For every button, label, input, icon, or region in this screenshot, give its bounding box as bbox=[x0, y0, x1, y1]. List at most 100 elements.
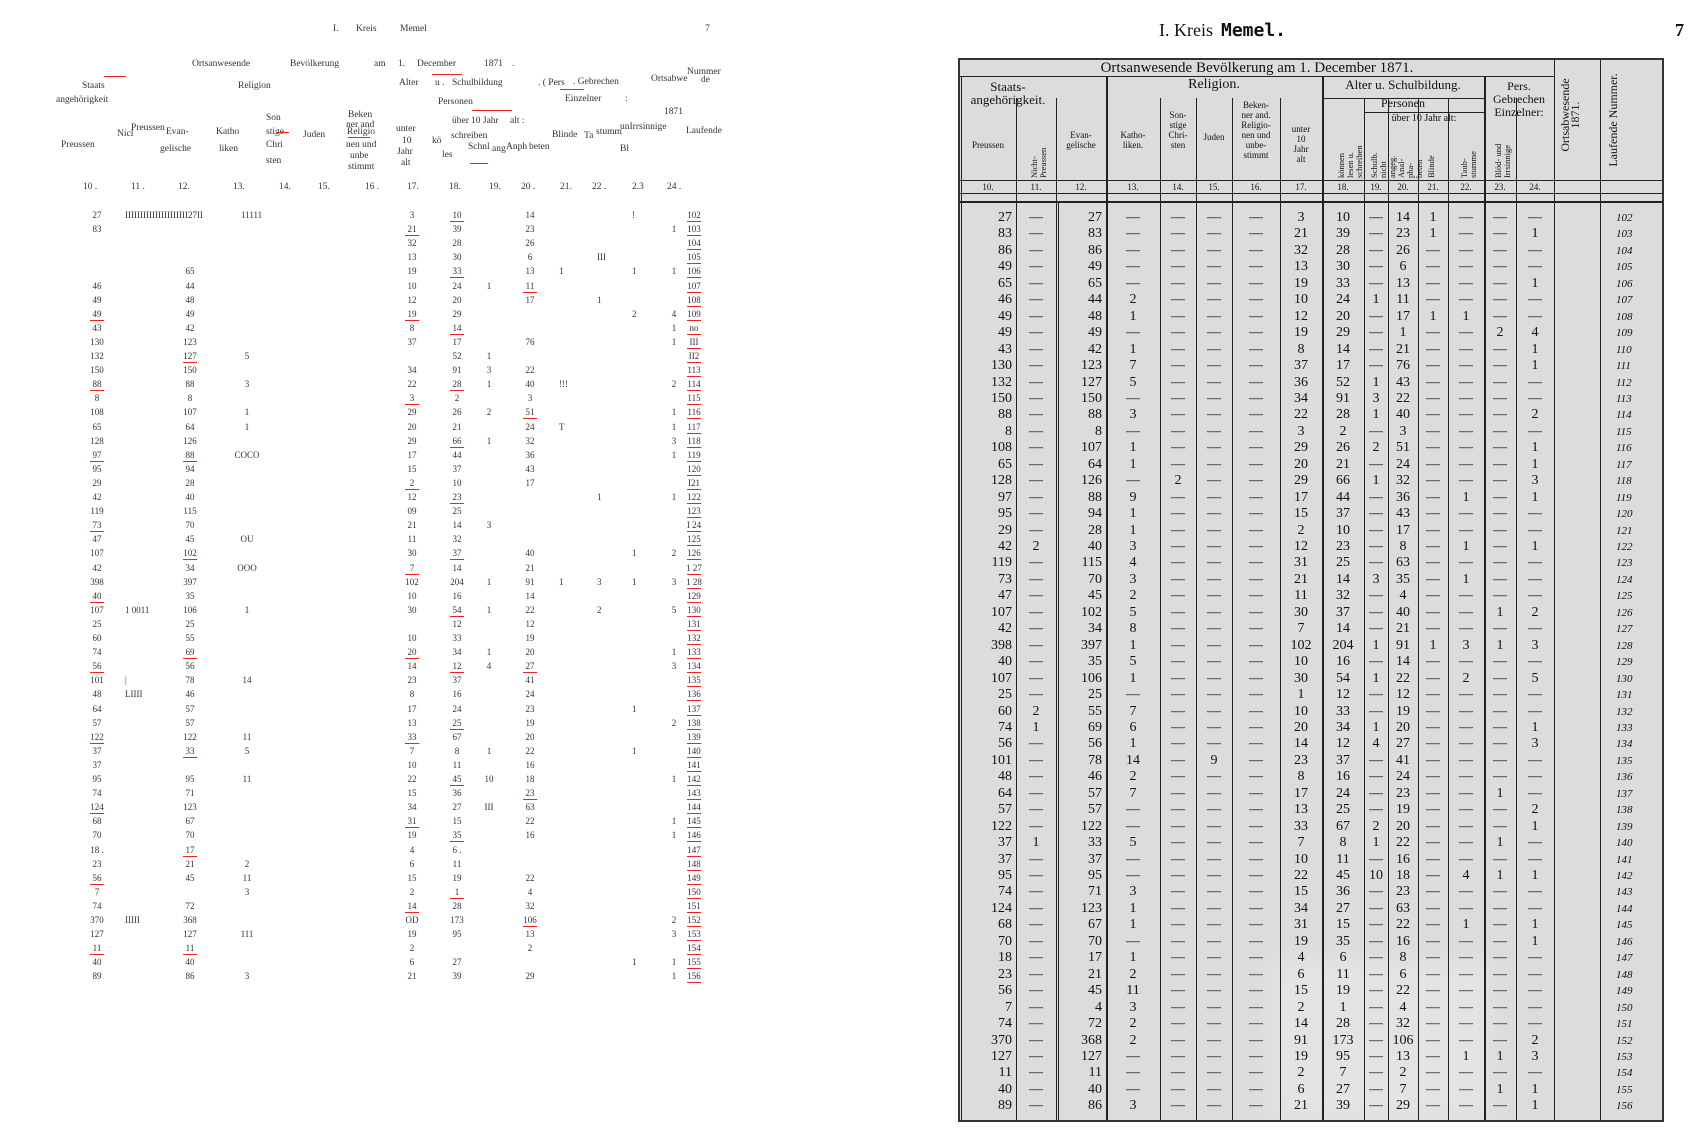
scan-cell: — bbox=[1459, 736, 1473, 752]
ocr-cell: 14 bbox=[525, 210, 535, 220]
scan-cell: 45 bbox=[1088, 588, 1102, 604]
scan-cell: 4 bbox=[1372, 736, 1380, 752]
ocr-cell: 31 bbox=[407, 816, 417, 827]
ocr-cell: 24 bbox=[525, 689, 535, 700]
scan-cell: 17 bbox=[1336, 358, 1350, 374]
ocr-cell: 22 bbox=[525, 816, 535, 827]
scan-cell: — bbox=[1207, 1048, 1221, 1064]
scan-cell: — bbox=[1249, 1048, 1263, 1064]
scan-cell: — bbox=[1426, 407, 1440, 423]
scan-cell: 56 bbox=[1088, 736, 1102, 752]
scan-cell: — bbox=[1426, 1016, 1440, 1032]
scan-cell: 102 bbox=[1616, 212, 1633, 224]
ocr-cell: 123 bbox=[687, 506, 701, 517]
ocr-cell: 42 bbox=[185, 322, 195, 333]
scan-cell: 1 bbox=[1496, 637, 1504, 653]
ocr-cell: 141 bbox=[687, 759, 701, 770]
header-laufende: Laufende bbox=[686, 126, 722, 136]
ocr-cell: 1 bbox=[671, 407, 677, 418]
scan-cell: — bbox=[1171, 785, 1185, 801]
scan-cell: 26 bbox=[1336, 440, 1350, 456]
ocr-cell: 10 bbox=[407, 590, 417, 601]
scan-cell: 2 bbox=[1531, 604, 1539, 620]
scan-head-kreis: I. Kreis bbox=[1159, 20, 1213, 40]
ocr-cell: 88 bbox=[185, 449, 195, 460]
ocr-cell: 11 bbox=[242, 872, 252, 883]
scan-cell: — bbox=[1459, 440, 1473, 456]
scan-cell: 146 bbox=[1616, 935, 1633, 948]
scan-cell: — bbox=[1459, 966, 1473, 982]
ocr-cell: 25 bbox=[452, 717, 462, 728]
ocr-cell: 66 bbox=[452, 435, 462, 446]
scanned-page: I. Kreis Memel. 7 Ortsanwesende Bevölker… bbox=[955, 0, 1696, 1135]
scan-cell: — bbox=[1126, 1065, 1140, 1081]
ocr-cell: 8 bbox=[409, 689, 415, 700]
ocr-cell: 1 bbox=[632, 576, 637, 587]
ocr-cell: 1 bbox=[671, 816, 677, 827]
scan-cell: — bbox=[1459, 259, 1473, 275]
scan-cell: 1 bbox=[1462, 308, 1470, 324]
scan-cell: 12 bbox=[1336, 687, 1350, 703]
ocr-cell: 29 bbox=[525, 971, 535, 982]
scan-cell: 121 bbox=[1616, 524, 1633, 537]
ocr-cell: 3 bbox=[671, 435, 677, 446]
ocr-cell: 22 bbox=[407, 774, 417, 784]
scan-cell: — bbox=[1249, 440, 1263, 456]
scan-rule bbox=[1418, 98, 1419, 1120]
ocr-cell: 35 bbox=[452, 830, 462, 841]
ocr-cell: 24 bbox=[452, 280, 462, 291]
scan-cell: — bbox=[1126, 802, 1140, 818]
scan-cell: 1 bbox=[1496, 1081, 1504, 1097]
scan-cell: 6 bbox=[1297, 1081, 1305, 1097]
ocr-cell: 63 bbox=[525, 802, 535, 813]
scan-cell: 130 bbox=[1616, 672, 1633, 685]
scan-cell: — bbox=[1459, 506, 1473, 522]
scan-cell: — bbox=[1207, 374, 1221, 390]
scan-cell: 12 bbox=[1336, 736, 1350, 752]
ocr-cell: 20 bbox=[407, 647, 417, 658]
scan-cell: 1 bbox=[1129, 637, 1137, 653]
scan-cell: — bbox=[1369, 1016, 1383, 1032]
ocr-cell: 11 bbox=[525, 280, 535, 291]
scan-cell: — bbox=[1459, 358, 1473, 374]
header-unbe: unbe bbox=[350, 151, 369, 161]
scan-cell: 138 bbox=[1616, 804, 1633, 817]
scan-cell: — bbox=[1426, 917, 1440, 933]
head-kreis-number: I. bbox=[333, 24, 339, 34]
scan-cell: — bbox=[1528, 242, 1542, 258]
scan-cell: 3 bbox=[1297, 210, 1305, 225]
scan-cell: — bbox=[1207, 703, 1221, 719]
ocr-cell: 128 bbox=[90, 435, 104, 446]
scan-cell: — bbox=[1126, 390, 1140, 406]
head-kreis-word: Kreis bbox=[356, 24, 377, 34]
scan-cell: — bbox=[1426, 983, 1440, 999]
scan-cell: 1 bbox=[1429, 226, 1437, 242]
scan-cell: — bbox=[1249, 736, 1263, 752]
scan-cell: 1 bbox=[1462, 571, 1470, 587]
header-son: Son bbox=[266, 113, 281, 123]
scan-cell: 86 bbox=[998, 242, 1012, 258]
scan-cell: 136 bbox=[1616, 771, 1633, 784]
scan-cell: — bbox=[1029, 341, 1043, 357]
scan-cell: 15 bbox=[1294, 506, 1308, 522]
scan-cell: — bbox=[1426, 341, 1440, 357]
scan-cell: — bbox=[1171, 802, 1185, 818]
scan-cell: — bbox=[1029, 900, 1043, 916]
ocr-cell: 12 bbox=[407, 294, 417, 305]
scan-rule bbox=[1280, 98, 1281, 1120]
scan-cell: — bbox=[1029, 604, 1043, 620]
scan-cell: — bbox=[1369, 999, 1383, 1015]
ocr-col-number: 10 . bbox=[83, 182, 98, 192]
scan-cell: — bbox=[1459, 769, 1473, 785]
ocr-cell: 57 bbox=[92, 717, 102, 728]
ocr-cell: 118 bbox=[687, 435, 701, 446]
scan-cell: — bbox=[1369, 769, 1383, 785]
ocr-col-number: 12. bbox=[178, 182, 190, 192]
scan-cell: 24 bbox=[1336, 292, 1350, 308]
header-staats: Staats bbox=[82, 81, 105, 91]
ocr-cell: 37 bbox=[407, 336, 417, 347]
scan-rule bbox=[1364, 98, 1365, 1120]
scan-cell: 3 bbox=[1129, 884, 1137, 900]
scan-cell: 6 bbox=[1339, 950, 1347, 966]
scan-cell: 3 bbox=[1462, 637, 1470, 653]
